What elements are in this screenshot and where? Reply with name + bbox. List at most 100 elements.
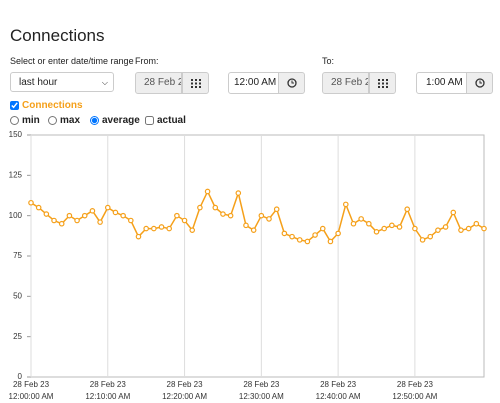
point [473, 220, 480, 227]
y-tick-label: 100 [9, 211, 23, 220]
point [396, 224, 403, 230]
from-time[interactable]: 12:00 AM [228, 72, 280, 94]
point [350, 220, 357, 227]
series-checkbox[interactable]: Connections [10, 100, 83, 111]
x-tick-time: 12:50:00 AM [392, 392, 437, 401]
point [74, 217, 80, 224]
from-calendar-button[interactable] [182, 72, 209, 94]
clock-icon [286, 78, 297, 88]
point [97, 219, 103, 225]
point [81, 212, 88, 219]
y-tick-label: 150 [9, 130, 23, 139]
point [235, 190, 242, 196]
range-label: Select or enter date/time range [10, 56, 134, 66]
point [174, 212, 180, 219]
from-time-value: 12:00 AM [234, 77, 277, 88]
actual-label: actual [157, 115, 186, 126]
to-time[interactable]: 1:00 AM [416, 72, 467, 94]
point [304, 238, 311, 245]
point [419, 237, 426, 243]
point [335, 230, 341, 237]
checkbox[interactable] [145, 116, 154, 125]
page-title: Connections [10, 26, 105, 45]
radio[interactable] [10, 116, 19, 125]
point [158, 224, 165, 230]
point [51, 217, 57, 224]
point [135, 233, 142, 240]
point [258, 212, 265, 219]
from-clock-button[interactable] [278, 72, 305, 94]
radio-label: min [22, 115, 40, 126]
point [197, 204, 203, 211]
x-tick-time: 12:40:00 AM [316, 392, 361, 401]
from-label: From: [135, 56, 159, 66]
to-clock-button[interactable] [466, 72, 493, 94]
point [266, 216, 272, 222]
point [220, 211, 226, 217]
point [312, 232, 318, 238]
point [465, 225, 472, 232]
to-label: To: [322, 56, 335, 66]
point [166, 225, 173, 232]
point [28, 199, 34, 206]
x-tick-time: 12:20:00 AM [162, 392, 207, 401]
y-tick-label: 0 [18, 372, 23, 381]
clock-icon [474, 78, 485, 88]
point [35, 204, 42, 211]
point [104, 204, 111, 211]
radio[interactable] [48, 116, 57, 125]
point [319, 225, 326, 232]
point [427, 233, 434, 240]
from-date[interactable]: 28 Feb 23 [135, 72, 182, 94]
point [58, 220, 65, 227]
point [243, 222, 249, 229]
x-tick-time: 12:30:00 AM [239, 392, 284, 401]
point [389, 222, 395, 229]
series-line [30, 189, 485, 243]
point [481, 225, 487, 232]
point [112, 209, 119, 216]
point [404, 206, 411, 213]
point [296, 237, 303, 243]
y-tick-label: 125 [9, 170, 23, 179]
radio-label: average [102, 115, 140, 126]
y-tick-label: 50 [13, 291, 22, 300]
from-date-value: 28 Feb 23 [144, 77, 181, 88]
x-tick-date: 28 Feb 23 [90, 380, 127, 389]
checkbox[interactable] [10, 101, 19, 110]
to-date[interactable]: 28 Feb 23 [322, 72, 369, 94]
to-calendar-button[interactable] [369, 72, 396, 94]
point [435, 227, 441, 233]
to-time-value: 1:00 AM [426, 77, 463, 88]
actual-checkbox[interactable]: actual [145, 115, 186, 126]
point [212, 204, 219, 211]
point [442, 224, 449, 230]
x-tick-date: 28 Feb 23 [320, 380, 357, 389]
radio-option[interactable]: min [10, 115, 40, 126]
point [143, 225, 149, 232]
series-label: Connections [22, 100, 83, 111]
point [227, 212, 234, 219]
range-select[interactable]: last hour ⌵ [10, 72, 114, 92]
x-tick-date: 28 Feb 23 [13, 380, 50, 389]
point [327, 238, 334, 245]
point [120, 212, 126, 219]
point [151, 225, 157, 232]
y-tick-label: 25 [13, 332, 22, 341]
radio[interactable] [90, 116, 99, 125]
plot-area [30, 134, 485, 378]
x-tick-time: 12:00:00 AM [9, 392, 54, 401]
calendar-icon [377, 78, 388, 88]
point [43, 211, 50, 217]
point [458, 227, 464, 233]
point [66, 212, 73, 219]
point [289, 233, 295, 240]
x-tick-time: 12:10:00 AM [85, 392, 130, 401]
point [89, 208, 96, 214]
radio-option[interactable]: average [90, 115, 140, 126]
radio-label: max [60, 115, 81, 126]
calendar-icon [190, 78, 201, 88]
radio-option[interactable]: max [48, 115, 80, 126]
point [204, 188, 211, 195]
